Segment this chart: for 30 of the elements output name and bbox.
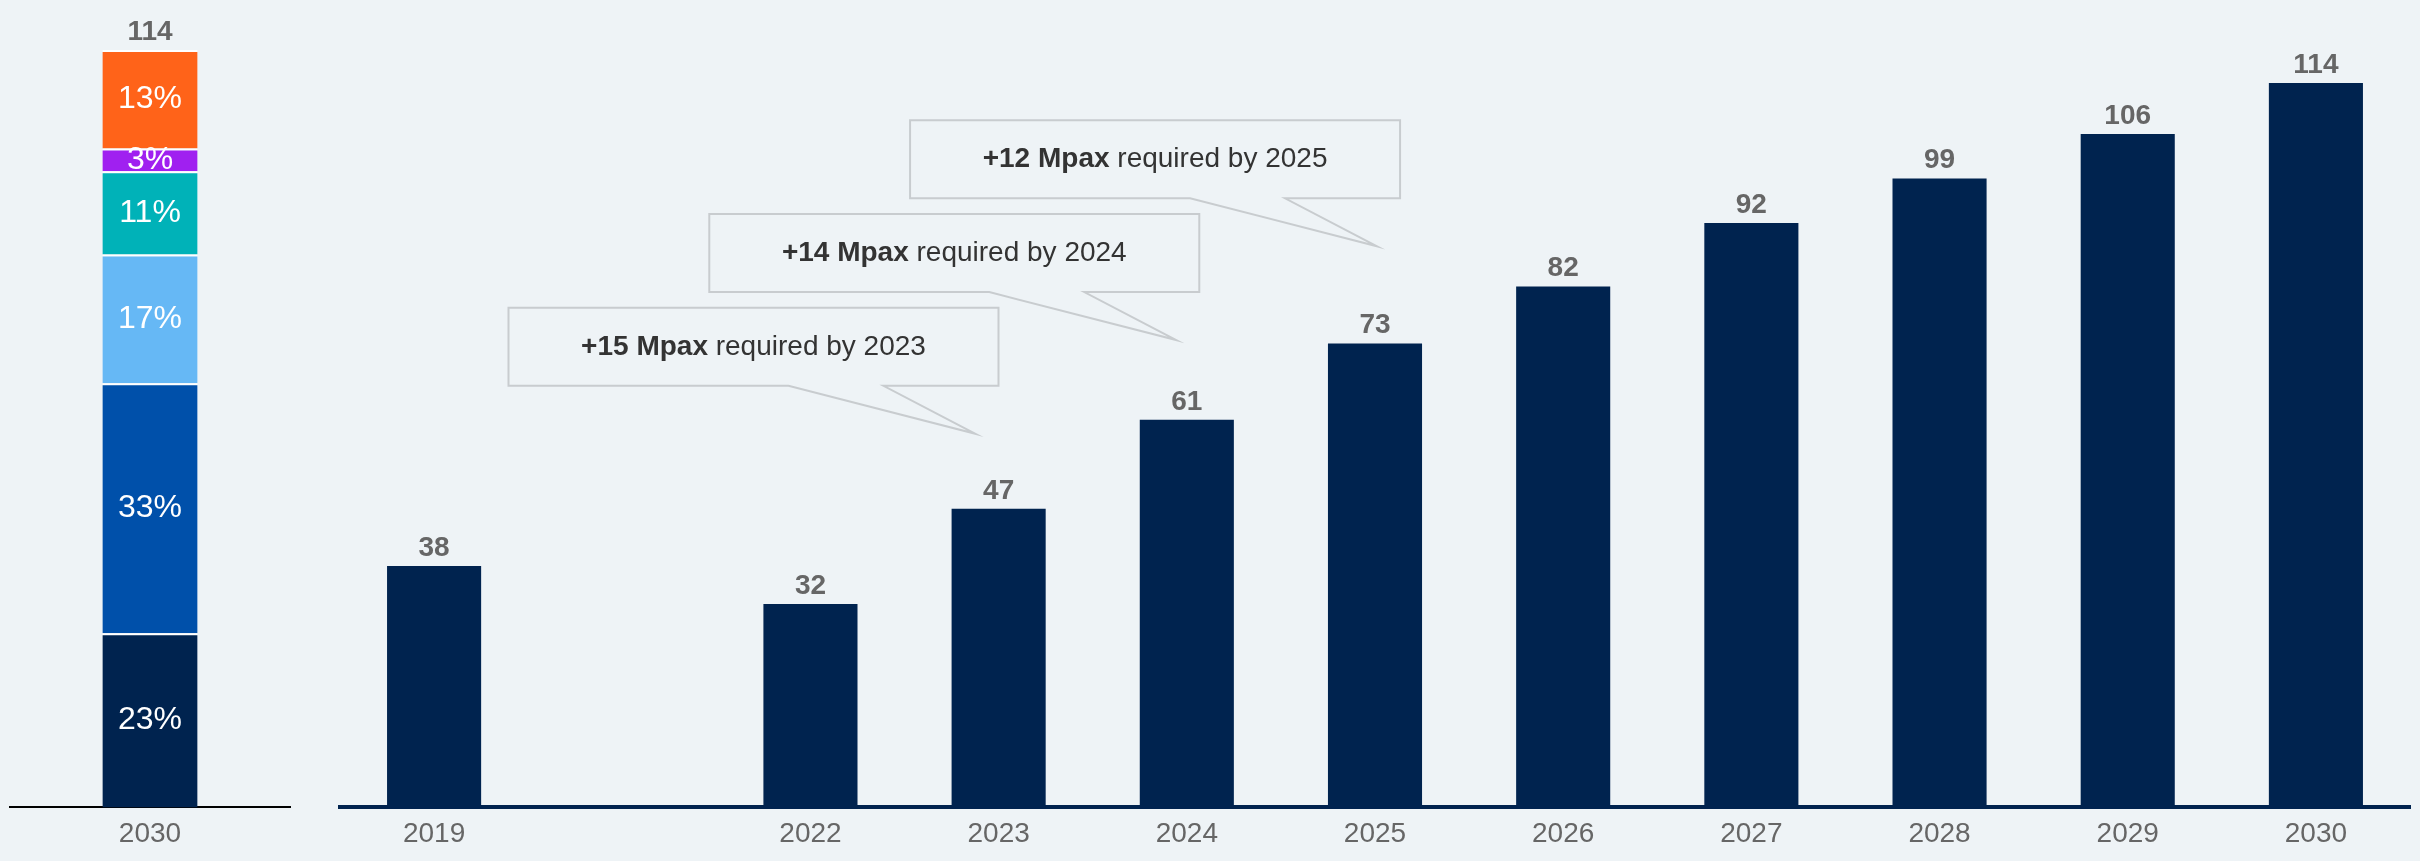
- x-tick-label: 2026: [1532, 816, 1595, 848]
- x-tick-label: 2019: [402, 816, 466, 848]
- x-tick-label: 2023: [967, 816, 1030, 848]
- annotation: +12 Mpax required by 2025: [982, 141, 1328, 173]
- x-tick-label: 2024: [1155, 816, 1218, 848]
- data-label: 106: [2104, 98, 2152, 130]
- x-tick-label: 2027: [1720, 816, 1783, 848]
- x-tick-label: 2030: [2284, 816, 2348, 848]
- x-tick-label: 2022: [779, 816, 842, 848]
- data-label: 23%: [117, 700, 183, 737]
- data-label: 114: [2293, 47, 2339, 79]
- data-label: 82: [1547, 251, 1579, 283]
- data-label: 47: [983, 473, 1015, 505]
- x-tick-label: 2025: [1343, 816, 1407, 848]
- x-tick-label: 2028: [1908, 816, 1971, 848]
- data-label: 13%: [117, 79, 183, 116]
- data-label: 61: [1171, 384, 1203, 416]
- x-tick-label: 2029: [2096, 816, 2159, 848]
- data-label: 92: [1735, 187, 1767, 219]
- data-label: 99: [1923, 143, 1956, 175]
- data-label: 17%: [117, 298, 183, 335]
- annotation: +15 Mpax required by 2023: [581, 329, 926, 361]
- data-label: 73: [1359, 308, 1391, 340]
- data-label: 38: [418, 530, 450, 562]
- data-label: 33%: [117, 488, 183, 525]
- x-tick-label: 2030: [118, 816, 182, 848]
- annotation: +14 Mpax required by 2024: [781, 235, 1127, 267]
- text: 114: [127, 14, 174, 46]
- data-label: 11%: [119, 192, 181, 229]
- data-label: 32: [794, 568, 827, 600]
